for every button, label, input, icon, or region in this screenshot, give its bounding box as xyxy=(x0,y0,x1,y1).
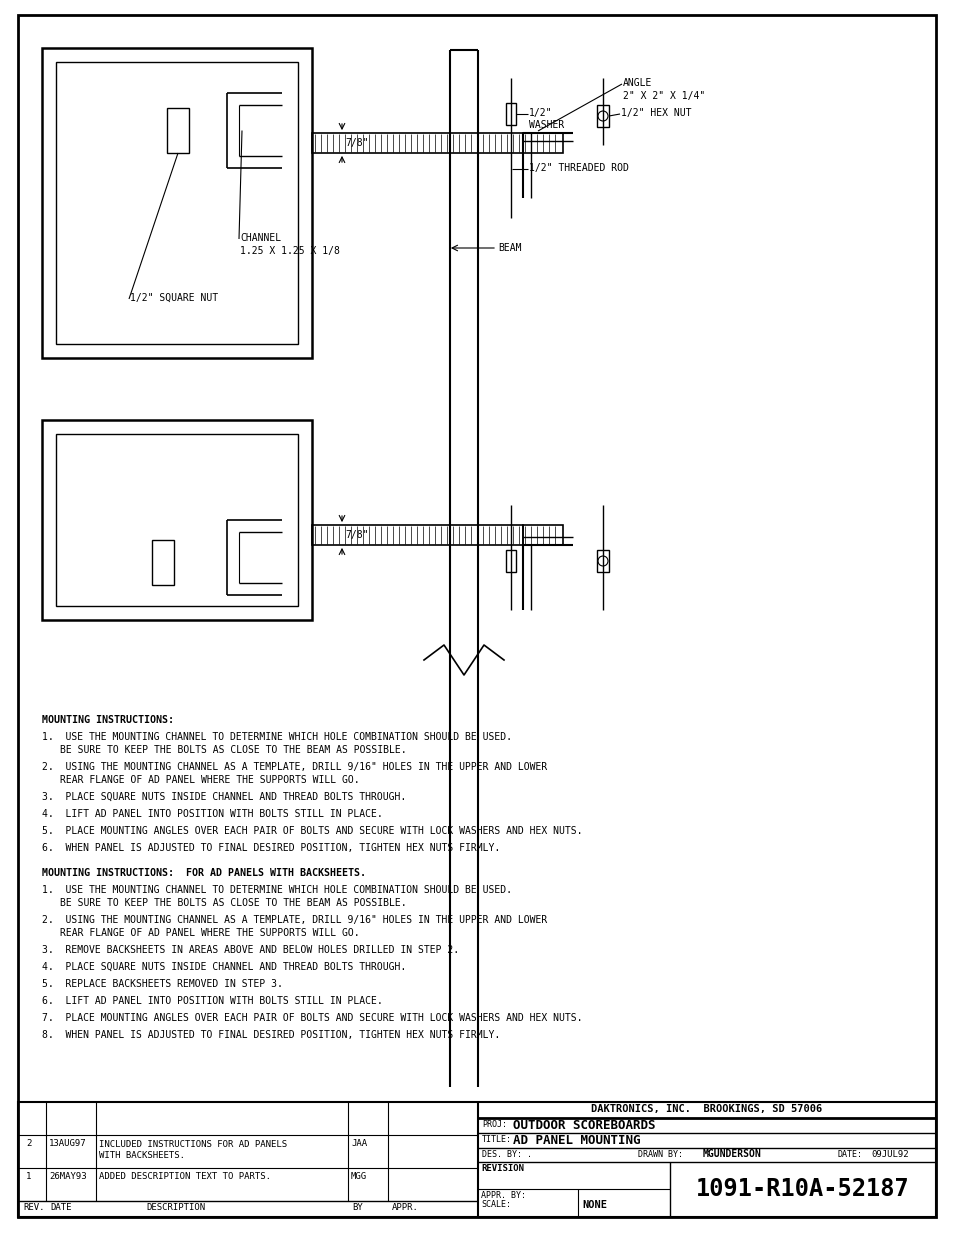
Text: REVISION: REVISION xyxy=(480,1165,523,1173)
Text: AD PANEL MOUNTING: AD PANEL MOUNTING xyxy=(513,1134,639,1147)
Text: BEAM: BEAM xyxy=(497,243,521,253)
Text: 1: 1 xyxy=(26,1172,31,1181)
Text: MGUNDERSON: MGUNDERSON xyxy=(702,1149,760,1158)
Text: 5.  PLACE MOUNTING ANGLES OVER EACH PAIR OF BOLTS AND SECURE WITH LOCK WASHERS A: 5. PLACE MOUNTING ANGLES OVER EACH PAIR … xyxy=(42,826,582,836)
Text: 09JUL92: 09JUL92 xyxy=(870,1150,907,1158)
Text: INCLUDED INSTRUCTIONS FOR AD PANELS: INCLUDED INSTRUCTIONS FOR AD PANELS xyxy=(99,1140,287,1149)
Text: 3.  PLACE SQUARE NUTS INSIDE CHANNEL AND THREAD BOLTS THROUGH.: 3. PLACE SQUARE NUTS INSIDE CHANNEL AND … xyxy=(42,792,406,802)
Text: CHANNEL: CHANNEL xyxy=(240,233,281,243)
Text: REV.: REV. xyxy=(23,1203,45,1212)
Text: 1.  USE THE MOUNTING CHANNEL TO DETERMINE WHICH HOLE COMBINATION SHOULD BE USED.: 1. USE THE MOUNTING CHANNEL TO DETERMINE… xyxy=(42,885,512,895)
Text: DATE:: DATE: xyxy=(837,1150,862,1158)
Text: ANGLE: ANGLE xyxy=(622,78,652,88)
Bar xyxy=(56,433,297,606)
Text: 7.  PLACE MOUNTING ANGLES OVER EACH PAIR OF BOLTS AND SECURE WITH LOCK WASHERS A: 7. PLACE MOUNTING ANGLES OVER EACH PAIR … xyxy=(42,1013,582,1023)
Text: PROJ:: PROJ: xyxy=(481,1120,506,1129)
Bar xyxy=(312,133,522,153)
Text: BE SURE TO KEEP THE BOLTS AS CLOSE TO THE BEAM AS POSSIBLE.: BE SURE TO KEEP THE BOLTS AS CLOSE TO TH… xyxy=(60,745,406,755)
Text: BY: BY xyxy=(352,1203,362,1212)
Text: 26MAY93: 26MAY93 xyxy=(49,1172,87,1181)
Text: TITLE:: TITLE: xyxy=(481,1135,512,1144)
Text: JAA: JAA xyxy=(351,1139,367,1149)
Text: DRAWN BY:: DRAWN BY: xyxy=(638,1150,682,1158)
Bar xyxy=(522,525,562,545)
Text: 1.  USE THE MOUNTING CHANNEL TO DETERMINE WHICH HOLE COMBINATION SHOULD BE USED.: 1. USE THE MOUNTING CHANNEL TO DETERMINE… xyxy=(42,732,512,742)
Text: BE SURE TO KEEP THE BOLTS AS CLOSE TO THE BEAM AS POSSIBLE.: BE SURE TO KEEP THE BOLTS AS CLOSE TO TH… xyxy=(60,898,406,908)
Text: MOUNTING INSTRUCTIONS:: MOUNTING INSTRUCTIONS: xyxy=(42,715,173,725)
Text: DAKTRONICS, INC.  BROOKINGS, SD 57006: DAKTRONICS, INC. BROOKINGS, SD 57006 xyxy=(591,1104,821,1114)
Text: 1/2" SQUARE NUT: 1/2" SQUARE NUT xyxy=(130,293,218,303)
Text: MGG: MGG xyxy=(351,1172,367,1181)
Text: REAR FLANGE OF AD PANEL WHERE THE SUPPORTS WILL GO.: REAR FLANGE OF AD PANEL WHERE THE SUPPOR… xyxy=(60,927,359,939)
Text: 13AUG97: 13AUG97 xyxy=(49,1139,87,1149)
Bar xyxy=(167,107,189,153)
Text: WASHER: WASHER xyxy=(529,120,563,130)
Text: WITH BACKSHEETS.: WITH BACKSHEETS. xyxy=(99,1151,185,1160)
Text: MOUNTING INSTRUCTIONS:  FOR AD PANELS WITH BACKSHEETS.: MOUNTING INSTRUCTIONS: FOR AD PANELS WIT… xyxy=(42,868,366,878)
Text: DATE: DATE xyxy=(50,1203,71,1212)
Bar xyxy=(505,103,516,125)
Text: 3.  REMOVE BACKSHEETS IN AREAS ABOVE AND BELOW HOLES DRILLED IN STEP 2.: 3. REMOVE BACKSHEETS IN AREAS ABOVE AND … xyxy=(42,945,458,955)
Text: REAR FLANGE OF AD PANEL WHERE THE SUPPORTS WILL GO.: REAR FLANGE OF AD PANEL WHERE THE SUPPOR… xyxy=(60,776,359,785)
Text: 5.  REPLACE BACKSHEETS REMOVED IN STEP 3.: 5. REPLACE BACKSHEETS REMOVED IN STEP 3. xyxy=(42,979,283,989)
Text: 1/2" HEX NUT: 1/2" HEX NUT xyxy=(620,107,691,119)
Bar xyxy=(505,550,516,572)
Text: 1/2": 1/2" xyxy=(529,107,552,119)
Text: OUTDOOR SCOREBOARDS: OUTDOOR SCOREBOARDS xyxy=(513,1119,655,1132)
Text: 1.25 X 1.25 X 1/8: 1.25 X 1.25 X 1/8 xyxy=(240,246,339,256)
Text: 6.  WHEN PANEL IS ADJUSTED TO FINAL DESIRED POSITION, TIGHTEN HEX NUTS FIRMLY.: 6. WHEN PANEL IS ADJUSTED TO FINAL DESIR… xyxy=(42,844,499,853)
Text: 2.  USING THE MOUNTING CHANNEL AS A TEMPLATE, DRILL 9/16" HOLES IN THE UPPER AND: 2. USING THE MOUNTING CHANNEL AS A TEMPL… xyxy=(42,915,547,925)
Bar xyxy=(312,525,522,545)
Text: 1/2" THREADED ROD: 1/2" THREADED ROD xyxy=(529,163,628,173)
Text: 1091-R10A-52187: 1091-R10A-52187 xyxy=(696,1177,909,1202)
Text: 4.  LIFT AD PANEL INTO POSITION WITH BOLTS STILL IN PLACE.: 4. LIFT AD PANEL INTO POSITION WITH BOLT… xyxy=(42,809,382,819)
Text: 7/8": 7/8" xyxy=(345,138,368,148)
Bar xyxy=(597,550,608,572)
Text: APPR.: APPR. xyxy=(392,1203,418,1212)
Text: SCALE:: SCALE: xyxy=(480,1200,511,1209)
Bar xyxy=(18,1102,935,1216)
Text: 7/8": 7/8" xyxy=(345,530,368,540)
Bar xyxy=(597,105,608,127)
Bar xyxy=(56,62,297,345)
Text: ADDED DESCRIPTION TEXT TO PARTS.: ADDED DESCRIPTION TEXT TO PARTS. xyxy=(99,1172,271,1181)
Bar xyxy=(152,540,173,585)
Bar xyxy=(42,48,312,358)
Text: DES. BY: .: DES. BY: . xyxy=(481,1150,532,1158)
Text: APPR. BY:: APPR. BY: xyxy=(480,1192,525,1200)
Text: 4.  PLACE SQUARE NUTS INSIDE CHANNEL AND THREAD BOLTS THROUGH.: 4. PLACE SQUARE NUTS INSIDE CHANNEL AND … xyxy=(42,962,406,972)
Text: 8.  WHEN PANEL IS ADJUSTED TO FINAL DESIRED POSITION, TIGHTEN HEX NUTS FIRMLY.: 8. WHEN PANEL IS ADJUSTED TO FINAL DESIR… xyxy=(42,1030,499,1040)
Text: 2: 2 xyxy=(26,1139,31,1149)
Bar xyxy=(42,420,312,620)
Text: 2" X 2" X 1/4": 2" X 2" X 1/4" xyxy=(622,91,704,101)
Bar xyxy=(522,133,562,153)
Text: 6.  LIFT AD PANEL INTO POSITION WITH BOLTS STILL IN PLACE.: 6. LIFT AD PANEL INTO POSITION WITH BOLT… xyxy=(42,995,382,1007)
Text: NONE: NONE xyxy=(581,1200,606,1210)
Text: 2.  USING THE MOUNTING CHANNEL AS A TEMPLATE, DRILL 9/16" HOLES IN THE UPPER AND: 2. USING THE MOUNTING CHANNEL AS A TEMPL… xyxy=(42,762,547,772)
Text: DESCRIPTION: DESCRIPTION xyxy=(146,1203,205,1212)
